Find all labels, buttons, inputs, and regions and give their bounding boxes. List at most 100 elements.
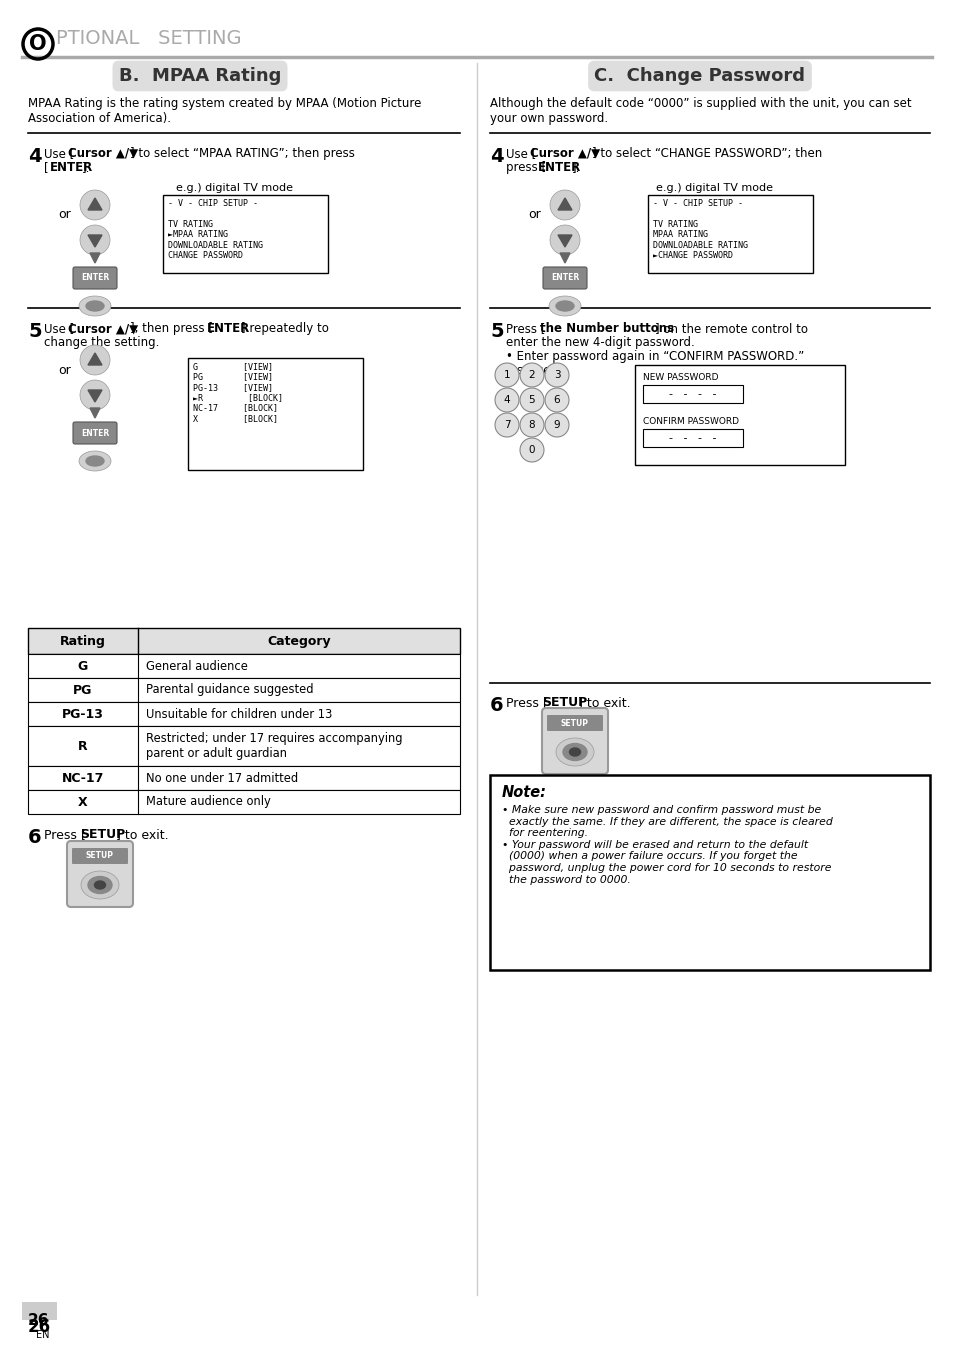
- Text: 26: 26: [28, 1318, 51, 1336]
- Text: NEW PASSWORD: NEW PASSWORD: [642, 373, 718, 381]
- Polygon shape: [88, 235, 102, 247]
- Text: ENTER: ENTER: [537, 160, 580, 174]
- Text: ENTER: ENTER: [81, 274, 109, 283]
- Text: or: or: [58, 209, 71, 221]
- Text: [: [: [44, 160, 49, 174]
- Text: - V - CHIP SETUP -

TV RATING
►MPAA RATING
DOWNLOADABLE RATING
CHANGE PASSWORD: - V - CHIP SETUP - TV RATING ►MPAA RATIN…: [168, 200, 263, 260]
- Text: 5: 5: [28, 322, 42, 341]
- Circle shape: [544, 412, 568, 437]
- Polygon shape: [558, 235, 572, 247]
- Text: 4: 4: [503, 395, 510, 404]
- Text: Restricted; under 17 requires accompanying
parent or adult guardian: Restricted; under 17 requires accompanyi…: [146, 732, 402, 760]
- Polygon shape: [90, 408, 100, 418]
- Text: 9: 9: [553, 421, 559, 430]
- Text: ] to exit.: ] to exit.: [116, 828, 169, 841]
- Text: Cursor ▲/▼: Cursor ▲/▼: [68, 322, 138, 336]
- Ellipse shape: [88, 876, 112, 894]
- Ellipse shape: [86, 301, 104, 311]
- Text: G         [VIEW]
PG        [VIEW]
PG-13     [VIEW]
►R         [BLOCK]
NC-17     : G [VIEW] PG [VIEW] PG-13 [VIEW] ►R [BLOC…: [193, 363, 283, 423]
- Text: ] to select “CHANGE PASSWORD”; then: ] to select “CHANGE PASSWORD”; then: [592, 147, 821, 160]
- Text: ].: ].: [572, 160, 579, 174]
- Polygon shape: [88, 390, 102, 402]
- Ellipse shape: [548, 297, 580, 315]
- Circle shape: [544, 363, 568, 387]
- FancyBboxPatch shape: [28, 790, 459, 814]
- FancyBboxPatch shape: [28, 702, 459, 727]
- Text: enter the new 4-digit password.: enter the new 4-digit password.: [505, 336, 694, 349]
- Text: X: X: [78, 795, 88, 809]
- Ellipse shape: [86, 456, 104, 466]
- Circle shape: [519, 388, 543, 412]
- Text: General audience: General audience: [146, 659, 248, 673]
- Ellipse shape: [79, 297, 111, 315]
- FancyBboxPatch shape: [541, 708, 607, 774]
- Text: 8: 8: [528, 421, 535, 430]
- Text: PG-13: PG-13: [62, 708, 104, 720]
- Text: 26: 26: [28, 1313, 50, 1328]
- Text: e.g.) digital TV mode: e.g.) digital TV mode: [656, 183, 773, 193]
- Text: Cursor ▲/▼: Cursor ▲/▼: [68, 147, 138, 160]
- FancyBboxPatch shape: [188, 359, 363, 470]
- FancyBboxPatch shape: [67, 841, 132, 907]
- Text: the Number buttons: the Number buttons: [539, 322, 674, 336]
- Text: 3: 3: [553, 369, 559, 380]
- Text: • Make sure new password and confirm password must be
  exactly the same. If the: • Make sure new password and confirm pas…: [501, 805, 832, 884]
- Text: or: or: [528, 209, 540, 221]
- Text: or: or: [58, 364, 71, 376]
- Text: Mature audience only: Mature audience only: [146, 795, 271, 809]
- Ellipse shape: [81, 871, 119, 899]
- Text: O: O: [30, 34, 47, 54]
- Text: 5: 5: [490, 322, 503, 341]
- Ellipse shape: [556, 301, 574, 311]
- Text: ] to select “MPAA RATING”; then press: ] to select “MPAA RATING”; then press: [130, 147, 355, 160]
- Text: Parental guidance suggested: Parental guidance suggested: [146, 683, 314, 697]
- FancyBboxPatch shape: [28, 654, 459, 678]
- Text: R: R: [78, 740, 88, 752]
- FancyBboxPatch shape: [647, 195, 812, 274]
- Text: CONFIRM PASSWORD: CONFIRM PASSWORD: [642, 417, 739, 426]
- Ellipse shape: [79, 452, 111, 470]
- Polygon shape: [88, 353, 102, 365]
- Text: PTIONAL   SETTING: PTIONAL SETTING: [56, 30, 241, 49]
- Text: • Enter password again in “CONFIRM PASSWORD.”: • Enter password again in “CONFIRM PASSW…: [505, 350, 803, 363]
- Circle shape: [80, 380, 110, 410]
- FancyBboxPatch shape: [490, 775, 929, 971]
- Ellipse shape: [556, 737, 594, 766]
- Text: SETUP: SETUP: [80, 828, 125, 841]
- Text: ENTER: ENTER: [207, 322, 250, 336]
- FancyBboxPatch shape: [28, 628, 459, 654]
- Text: change the setting.: change the setting.: [44, 336, 159, 349]
- Text: Use [: Use [: [44, 322, 74, 336]
- Text: ] repeatedly to: ] repeatedly to: [241, 322, 329, 336]
- Text: No one under 17 admitted: No one under 17 admitted: [146, 771, 297, 785]
- Text: ENTER: ENTER: [81, 429, 109, 438]
- Text: NC-17: NC-17: [62, 771, 104, 785]
- Text: Rating: Rating: [60, 635, 106, 647]
- FancyBboxPatch shape: [28, 678, 459, 702]
- Text: SETUP: SETUP: [541, 696, 587, 709]
- Circle shape: [519, 412, 543, 437]
- Text: ENTER: ENTER: [50, 160, 93, 174]
- Circle shape: [519, 438, 543, 462]
- FancyBboxPatch shape: [642, 429, 742, 448]
- Text: ], then press [: ], then press [: [130, 322, 213, 336]
- Text: - V - CHIP SETUP -

TV RATING
MPAA RATING
DOWNLOADABLE RATING
►CHANGE PASSWORD: - V - CHIP SETUP - TV RATING MPAA RATING…: [652, 200, 747, 260]
- Text: MPAA Rating is the rating system created by MPAA (Motion Picture
Association of : MPAA Rating is the rating system created…: [28, 97, 421, 125]
- FancyBboxPatch shape: [28, 727, 459, 766]
- Polygon shape: [90, 253, 100, 263]
- Text: Use [: Use [: [44, 147, 74, 160]
- Text: ENTER: ENTER: [550, 274, 578, 283]
- Text: 6: 6: [28, 828, 42, 847]
- Polygon shape: [558, 198, 572, 210]
- Text: Press [: Press [: [44, 828, 86, 841]
- Text: space.: space.: [516, 364, 554, 377]
- FancyBboxPatch shape: [28, 766, 459, 790]
- Text: 4: 4: [28, 147, 42, 166]
- FancyBboxPatch shape: [642, 386, 742, 403]
- Text: Press [: Press [: [505, 696, 547, 709]
- Ellipse shape: [569, 748, 579, 756]
- Text: Press [: Press [: [505, 322, 545, 336]
- Text: Note:: Note:: [501, 785, 546, 799]
- Text: -   -   -   -: - - - -: [669, 390, 716, 399]
- Ellipse shape: [562, 744, 586, 760]
